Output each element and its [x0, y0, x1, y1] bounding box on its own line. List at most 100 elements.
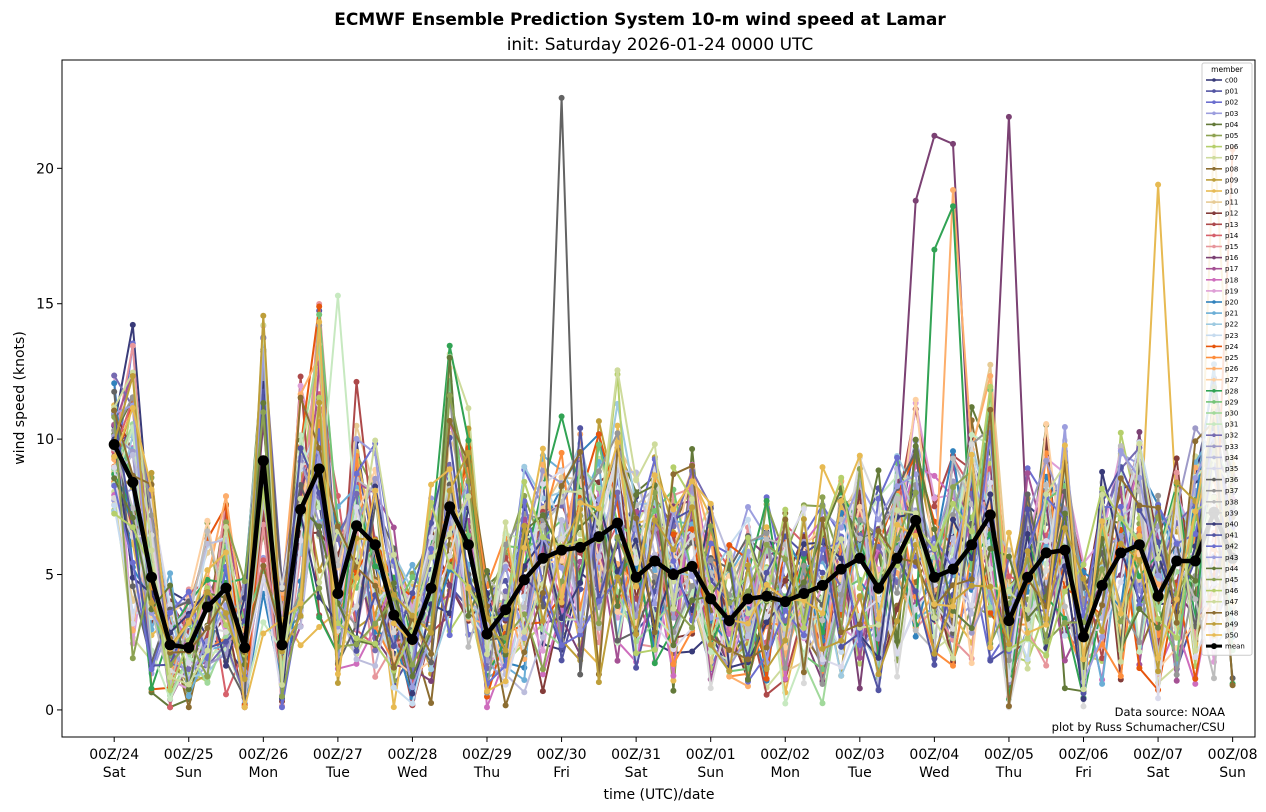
- member-point-p26: [987, 373, 994, 379]
- member-point-p34: [129, 451, 136, 458]
- member-point-p27: [912, 396, 919, 403]
- member-point-p20: [111, 380, 118, 387]
- legend-label: p03: [1225, 110, 1238, 118]
- member-lines: [111, 94, 1236, 711]
- member-point-p36: [577, 671, 584, 678]
- member-point-p49: [297, 612, 304, 619]
- mean-point: [779, 596, 791, 608]
- member-point-p15: [372, 673, 379, 680]
- x-tick-label-hour: 00Z/08: [1208, 747, 1258, 763]
- x-tick-label-day: Sun: [175, 765, 202, 781]
- member-point-p48: [800, 669, 807, 676]
- member-point-p50: [241, 704, 248, 711]
- member-point-p44: [800, 579, 807, 586]
- member-point-p47: [185, 681, 192, 688]
- x-tick-label-hour: 00Z/02: [760, 747, 810, 763]
- member-point-p40: [1080, 696, 1087, 702]
- legend-marker: [1212, 466, 1216, 471]
- member-point-p28: [558, 413, 565, 420]
- legend-marker: [1212, 488, 1216, 493]
- member-point-p37: [800, 562, 807, 569]
- mean-point: [1115, 547, 1127, 559]
- member-point-p46: [1061, 588, 1068, 595]
- member-point-p35: [558, 468, 565, 475]
- member-point-p18: [931, 472, 938, 479]
- member-point-p41: [223, 638, 229, 645]
- member-point-p28: [931, 246, 938, 253]
- member-point-p48: [260, 562, 267, 569]
- mean-point: [1078, 631, 1089, 643]
- mean-point: [276, 639, 288, 651]
- member-point-p48: [1117, 475, 1124, 482]
- legend-label: p02: [1225, 99, 1238, 107]
- x-tick-label-day: Sun: [1219, 765, 1246, 781]
- y-tick-label: 20: [36, 161, 54, 177]
- member-point-p04: [670, 687, 677, 694]
- legend-label: p35: [1225, 465, 1238, 473]
- member-point-p34: [539, 634, 546, 641]
- member-point-p41: [875, 687, 882, 694]
- legend-label: p06: [1225, 143, 1239, 151]
- member-point-p49: [223, 610, 229, 617]
- legend-marker: [1212, 611, 1216, 615]
- member-point-p44: [1155, 624, 1162, 631]
- member-point-p44: [446, 354, 453, 361]
- member-point-p31: [167, 696, 174, 702]
- x-tick-label-day: Tue: [847, 765, 872, 781]
- member-point-c00: [689, 648, 696, 655]
- member-point-p36: [1024, 491, 1031, 498]
- x-axis-label: time (UTC)/date: [603, 787, 714, 803]
- member-point-p04: [1061, 685, 1068, 692]
- mean-point: [1022, 571, 1034, 583]
- member-point-p35: [353, 504, 360, 511]
- x-tick-label-hour: 00Z/04: [909, 747, 959, 763]
- member-point-p49: [1024, 548, 1031, 555]
- member-point-p47: [651, 441, 658, 448]
- member-point-p07: [577, 531, 584, 538]
- member-point-p41: [409, 590, 416, 597]
- legend-marker: [1212, 144, 1216, 149]
- legend-label: p15: [1225, 243, 1238, 251]
- mean-point: [854, 552, 866, 564]
- member-point-p21: [651, 567, 658, 574]
- member-point-p48: [633, 515, 640, 522]
- legend-marker: [1212, 544, 1216, 548]
- legend-label: p04: [1225, 121, 1239, 129]
- member-point-p45: [129, 655, 136, 662]
- member-point-p44: [260, 400, 267, 406]
- member-point-p10: [670, 677, 677, 684]
- member-point-p04: [912, 436, 919, 443]
- x-tick-label-day: Thu: [473, 765, 500, 781]
- member-point-p19: [539, 647, 546, 654]
- member-point-p47: [521, 628, 528, 635]
- member-point-p45: [912, 489, 919, 496]
- member-point-p48: [502, 702, 509, 709]
- member-point-p16: [1136, 429, 1143, 435]
- member-point-p12: [782, 577, 789, 584]
- legend-marker: [1212, 433, 1216, 438]
- member-point-p48: [987, 406, 994, 413]
- legend-marker: [1212, 444, 1216, 449]
- member-point-p42: [185, 588, 192, 595]
- member-point-p44: [1192, 577, 1199, 584]
- mean-point: [183, 642, 195, 654]
- member-point-p36: [111, 388, 118, 395]
- mean-point: [201, 601, 213, 613]
- member-point-p50: [111, 453, 118, 460]
- member-point-p43: [1061, 424, 1068, 430]
- member-point-p46: [167, 687, 174, 693]
- member-point-p23: [838, 649, 845, 655]
- member-point-p47: [1099, 491, 1106, 498]
- data-source-credit: Data source: NOAA: [1115, 705, 1225, 719]
- x-tick-label-hour: 00Z/26: [238, 747, 288, 763]
- member-point-p04: [968, 404, 975, 411]
- legend-marker: [1212, 566, 1216, 571]
- member-point-p23: [745, 516, 751, 523]
- mean-point: [1003, 615, 1015, 627]
- member-point-p45: [1043, 638, 1050, 645]
- legend-label: p40: [1225, 521, 1238, 529]
- y-tick-label: 15: [36, 297, 54, 313]
- member-point-p42: [353, 470, 360, 477]
- mean-point: [425, 582, 437, 594]
- member-point-p42: [800, 632, 807, 639]
